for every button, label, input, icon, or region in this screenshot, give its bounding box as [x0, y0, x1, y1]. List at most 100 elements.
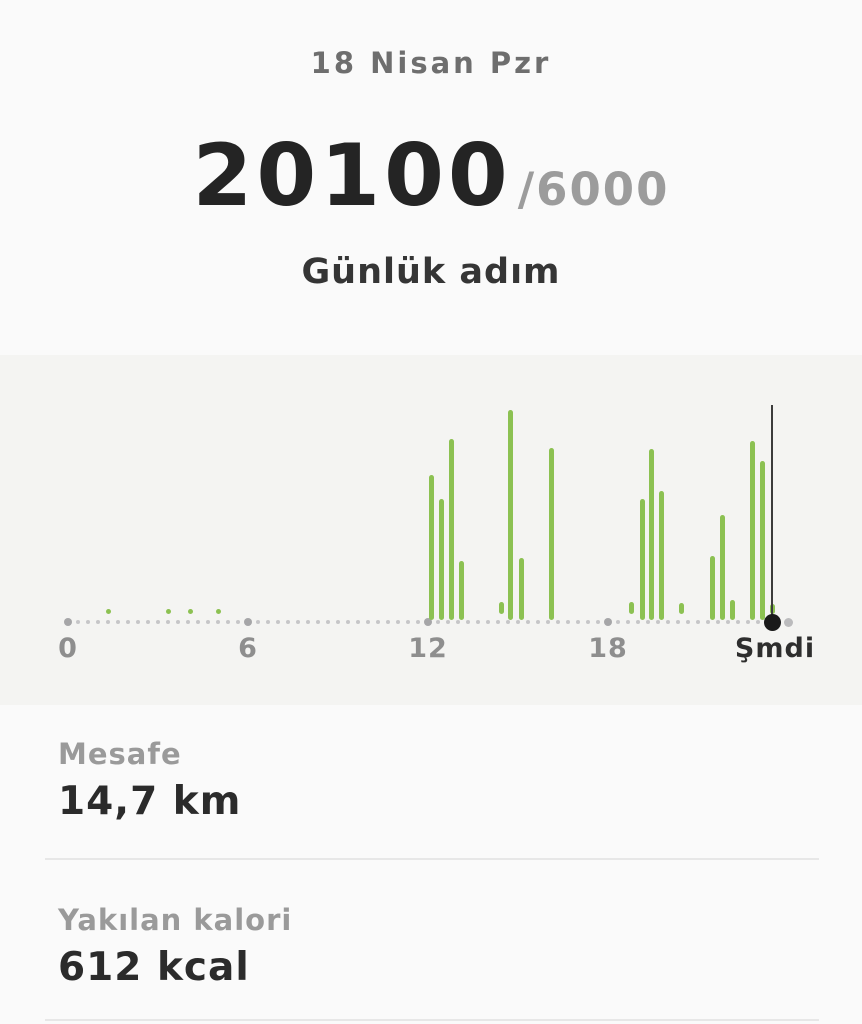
baseline-dot [496, 620, 500, 624]
day-end-dot [783, 617, 793, 627]
distance-label: Mesafe [58, 737, 182, 771]
activity-bar [639, 499, 645, 620]
baseline-dot [286, 620, 290, 624]
date-label: 18 Nisan Pzr [310, 46, 552, 80]
activity-bar [438, 499, 444, 620]
baseline-dot [616, 620, 620, 624]
baseline-dot [316, 620, 320, 624]
baseline-dot [226, 620, 230, 624]
baseline-dot [126, 620, 130, 624]
baseline-dot [646, 620, 650, 624]
baseline-dot [546, 620, 550, 624]
baseline-dot [486, 620, 490, 624]
baseline-dot [386, 620, 390, 624]
steps-summary: 20100 /6000 [0, 126, 862, 226]
hour-tick-label: 18 [588, 633, 628, 664]
baseline-dot [86, 620, 90, 624]
baseline-dot [626, 620, 630, 624]
distance-value: 14,7 km [58, 779, 242, 824]
baseline-dot [586, 620, 590, 624]
daily-steps-label: Günlük adım [301, 252, 561, 292]
activity-bar [165, 609, 171, 614]
step-count: 20100 [192, 126, 512, 226]
baseline-dot [96, 620, 100, 624]
baseline-dot [746, 620, 750, 624]
baseline-dot [676, 620, 680, 624]
activity-bar [628, 602, 634, 614]
baseline-dot [206, 620, 210, 624]
activity-bar [658, 491, 664, 620]
activity-bar [518, 558, 524, 620]
baseline-dot [326, 620, 330, 624]
baseline-dot [296, 620, 300, 624]
activity-bar [215, 609, 221, 614]
baseline-dot [276, 620, 280, 624]
baseline-dot [516, 620, 520, 624]
baseline-dot [756, 620, 760, 624]
activity-bar [678, 603, 684, 614]
divider [45, 858, 819, 860]
baseline-dot [76, 620, 80, 624]
baseline-dot [356, 620, 360, 624]
baseline-dot [416, 620, 420, 624]
baseline-dot [566, 620, 570, 624]
baseline-dot [106, 620, 110, 624]
activity-bar [498, 602, 504, 614]
baseline-dot [196, 620, 200, 624]
activity-bar [719, 515, 725, 620]
activity-bar [749, 441, 755, 620]
baseline-dot [166, 620, 170, 624]
baseline-dot [116, 620, 120, 624]
baseline-dot [466, 620, 470, 624]
baseline-dot [306, 620, 310, 624]
baseline-dot [696, 620, 700, 624]
now-marker-dot [763, 613, 781, 631]
baseline-dot [736, 620, 740, 624]
activity-bar [507, 410, 513, 620]
activity-bar [729, 600, 735, 620]
baseline-dot [156, 620, 160, 624]
baseline-dot [476, 620, 480, 624]
baseline-dot [216, 620, 220, 624]
baseline-dot [186, 620, 190, 624]
baseline-dot [456, 620, 460, 624]
baseline-dot [716, 620, 720, 624]
baseline-dot [656, 620, 660, 624]
baseline-dot [636, 620, 640, 624]
step-goal: /6000 [517, 163, 670, 216]
baseline-dot [706, 620, 710, 624]
activity-bar [548, 448, 554, 620]
divider [45, 1019, 819, 1021]
baseline-dot [146, 620, 150, 624]
baseline-dot [446, 620, 450, 624]
baseline-dot [506, 620, 510, 624]
calories-value: 612 kcal [58, 945, 250, 990]
activity-bar [428, 475, 434, 620]
baseline-dot [256, 620, 260, 624]
baseline-dot [536, 620, 540, 624]
baseline-dot [596, 620, 600, 624]
baseline-dot [686, 620, 690, 624]
activity-bar [648, 449, 654, 620]
activity-bar [458, 561, 464, 620]
hour-marker-dot [604, 618, 612, 626]
baseline-dot [336, 620, 340, 624]
baseline-dot [366, 620, 370, 624]
baseline-dot [266, 620, 270, 624]
baseline-dot [236, 620, 240, 624]
baseline-dot [176, 620, 180, 624]
baseline-dot [136, 620, 140, 624]
baseline-dot [346, 620, 350, 624]
now-marker-line [771, 405, 773, 622]
activity-bar [448, 439, 454, 620]
hour-marker-dot [64, 618, 72, 626]
activity-bar [105, 609, 111, 614]
calories-label: Yakılan kalori [58, 903, 293, 937]
hour-tick-label: 0 [58, 633, 78, 664]
activity-chart[interactable]: 0 6 12 18 Şmdi [0, 355, 862, 705]
activity-bar [759, 461, 765, 620]
now-tick-label: Şmdi [734, 633, 816, 664]
baseline-dot [556, 620, 560, 624]
baseline-dot [666, 620, 670, 624]
